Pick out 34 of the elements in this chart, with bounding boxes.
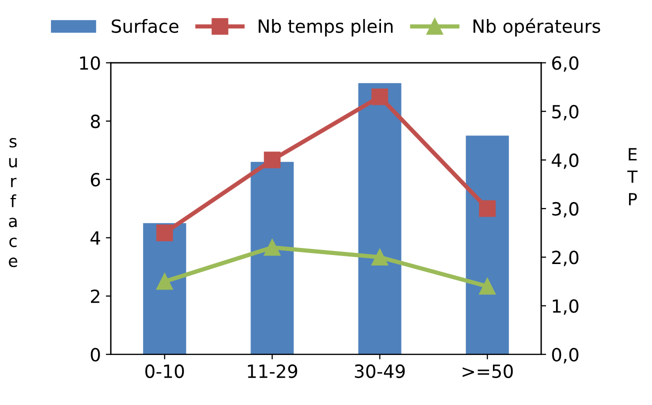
y2-tick-label: 5,0 bbox=[552, 104, 578, 120]
point bbox=[479, 278, 496, 295]
y-tick-label: 10 bbox=[80, 56, 100, 70]
y2-axis-title: ETP bbox=[627, 148, 638, 206]
legend-label: Surface bbox=[112, 18, 178, 33]
x-tick-label: 0-10 bbox=[145, 364, 184, 378]
point bbox=[264, 239, 281, 256]
bar bbox=[143, 223, 186, 354]
bar bbox=[358, 83, 402, 354]
point bbox=[371, 88, 388, 106]
legend-label: Nb opérateurs bbox=[474, 18, 600, 36]
y2-tick-label: 4,0 bbox=[552, 153, 578, 169]
x-tick-label: 30-49 bbox=[354, 364, 405, 378]
y-tick-label: 8 bbox=[90, 114, 100, 128]
bar bbox=[250, 162, 294, 354]
bar bbox=[466, 136, 509, 354]
point bbox=[156, 273, 173, 290]
y2-tick-label: 1,0 bbox=[552, 299, 578, 315]
point bbox=[479, 200, 496, 217]
point bbox=[371, 248, 388, 266]
y2-tick-label: 2,0 bbox=[552, 250, 578, 266]
point bbox=[264, 152, 281, 168]
y-axis-title: surface bbox=[8, 138, 18, 268]
y-tick-label: 0 bbox=[90, 348, 100, 362]
y-tick-label: 4 bbox=[90, 231, 100, 245]
x-tick-label: >=50 bbox=[462, 364, 513, 378]
y2-tick-label: 3,0 bbox=[552, 202, 578, 218]
y-tick-label: 2 bbox=[90, 290, 100, 303]
y2-tick-label: 0,0 bbox=[552, 348, 578, 364]
y2-tick-label: 6,0 bbox=[552, 56, 578, 72]
point bbox=[156, 224, 173, 242]
x-tick-label: 11-29 bbox=[248, 364, 298, 378]
legend-label: Nb temps plein bbox=[258, 18, 393, 36]
y-tick-label: 6 bbox=[90, 172, 100, 187]
